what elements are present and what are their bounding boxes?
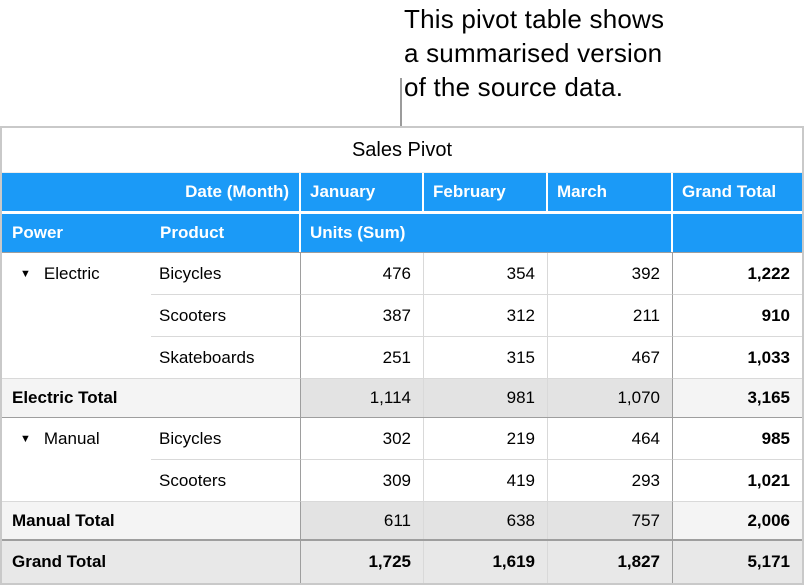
callout-line-3: of the source data. xyxy=(404,72,624,102)
value-cell[interactable]: 302 xyxy=(301,418,424,460)
row-total-cell[interactable]: 1,222 xyxy=(673,253,802,295)
row-electric-bicycles: ▼ Electric Bicycles 476 354 392 1,222 xyxy=(2,253,802,295)
disclosure-triangle-icon[interactable]: ▼ xyxy=(20,433,31,445)
grand-total-grand-cell[interactable]: 5,171 xyxy=(673,541,802,583)
header-february[interactable]: February xyxy=(424,173,548,211)
total-value-cell[interactable]: 611 xyxy=(301,502,424,539)
grand-total-value-cell[interactable]: 1,827 xyxy=(548,541,673,583)
table-title-row: Sales Pivot xyxy=(2,128,802,173)
header-power[interactable]: Power xyxy=(2,214,151,252)
value-cell[interactable]: 251 xyxy=(301,337,424,379)
group-cell-manual[interactable]: ▼ Manual xyxy=(2,418,151,460)
grand-total-label-cell[interactable]: Grand Total xyxy=(2,541,301,583)
header-january[interactable]: January xyxy=(301,173,424,211)
group-label-electric: Electric xyxy=(43,264,100,283)
value-cell[interactable]: 315 xyxy=(424,337,548,379)
value-cell[interactable]: 312 xyxy=(424,295,548,337)
product-cell[interactable]: Scooters xyxy=(151,295,301,337)
group-cell-spacer[interactable] xyxy=(2,460,151,502)
value-cell[interactable]: 354 xyxy=(424,253,548,295)
row-manual-scooters: Scooters 309 419 293 1,021 xyxy=(2,460,802,502)
header-product[interactable]: Product xyxy=(151,214,301,252)
group-cell-electric[interactable]: ▼ Electric xyxy=(2,253,151,295)
total-value-cell[interactable]: 757 xyxy=(548,502,673,539)
product-cell[interactable]: Bicycles xyxy=(151,418,301,460)
total-label-cell[interactable]: Manual Total xyxy=(2,502,301,539)
value-cell[interactable]: 419 xyxy=(424,460,548,502)
header-divider xyxy=(2,211,802,214)
row-total-cell[interactable]: 910 xyxy=(673,295,802,337)
total-value-cell[interactable]: 638 xyxy=(424,502,548,539)
product-cell[interactable]: Skateboards xyxy=(151,337,301,379)
row-total-cell[interactable]: 1,033 xyxy=(673,337,802,379)
value-cell[interactable]: 293 xyxy=(548,460,673,502)
header-date-month[interactable]: Date (Month) xyxy=(2,173,301,211)
total-value-cell[interactable]: 1,114 xyxy=(301,379,424,417)
header-row-months: Date (Month) January February March Gran… xyxy=(2,173,802,211)
total-grand-cell[interactable]: 2,006 xyxy=(673,502,802,539)
value-cell[interactable]: 476 xyxy=(301,253,424,295)
row-grand-total: Grand Total 1,725 1,619 1,827 5,171 xyxy=(2,541,802,583)
total-value-cell[interactable]: 981 xyxy=(424,379,548,417)
total-value-cell[interactable]: 1,070 xyxy=(548,379,673,417)
row-total-cell[interactable]: 1,021 xyxy=(673,460,802,502)
group-cell-spacer[interactable] xyxy=(2,295,151,337)
value-cell[interactable]: 464 xyxy=(548,418,673,460)
value-cell[interactable]: 211 xyxy=(548,295,673,337)
row-total-cell[interactable]: 985 xyxy=(673,418,802,460)
callout-connector-line xyxy=(400,78,402,126)
table-title[interactable]: Sales Pivot xyxy=(351,138,453,161)
value-cell[interactable]: 219 xyxy=(424,418,548,460)
row-electric-scooters: Scooters 387 312 211 910 xyxy=(2,295,802,337)
group-cell-spacer[interactable] xyxy=(2,337,151,379)
header-grand-total[interactable]: Grand Total xyxy=(673,173,802,211)
header-empty-cell[interactable] xyxy=(673,214,802,252)
group-label-manual: Manual xyxy=(43,429,100,448)
value-cell[interactable]: 387 xyxy=(301,295,424,337)
header-row-fields: Power Product Units (Sum) xyxy=(2,214,802,253)
row-manual-bicycles: ▼ Manual Bicycles 302 219 464 985 xyxy=(2,418,802,460)
product-cell[interactable]: Scooters xyxy=(151,460,301,502)
header-units-sum[interactable]: Units (Sum) xyxy=(301,214,673,252)
callout-line-1: This pivot table shows xyxy=(404,4,665,34)
callout-text: This pivot table shows a summarised vers… xyxy=(404,2,664,104)
product-cell[interactable]: Bicycles xyxy=(151,253,301,295)
callout-line-2: a summarised version xyxy=(404,38,663,68)
value-cell[interactable]: 309 xyxy=(301,460,424,502)
row-electric-skateboards: Skateboards 251 315 467 1,033 xyxy=(2,337,802,379)
total-label-cell[interactable]: Electric Total xyxy=(2,379,301,417)
row-manual-total: Manual Total 611 638 757 2,006 xyxy=(2,502,802,541)
total-grand-cell[interactable]: 3,165 xyxy=(673,379,802,417)
disclosure-triangle-icon[interactable]: ▼ xyxy=(20,268,31,280)
row-electric-total: Electric Total 1,114 981 1,070 3,165 xyxy=(2,379,802,418)
value-cell[interactable]: 467 xyxy=(548,337,673,379)
pivot-table: Sales Pivot Date (Month) January Februar… xyxy=(0,126,804,585)
grand-total-value-cell[interactable]: 1,619 xyxy=(424,541,548,583)
value-cell[interactable]: 392 xyxy=(548,253,673,295)
grand-total-value-cell[interactable]: 1,725 xyxy=(301,541,424,583)
header-march[interactable]: March xyxy=(548,173,673,211)
